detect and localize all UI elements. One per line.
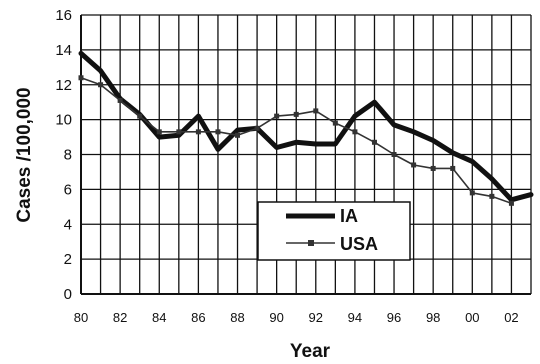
x-tick-label: 92 [309, 310, 323, 325]
x-tick-label: 80 [74, 310, 88, 325]
y-axis-title: Cases /100,000 [14, 87, 35, 222]
y-tick-labels: 0 2 4 6 8 10 12 14 16 [55, 7, 72, 303]
data-point-usa [176, 129, 182, 135]
data-point-usa [489, 193, 495, 199]
data-point-usa [450, 165, 456, 171]
y-tick-label: 12 [55, 77, 72, 94]
y-tick-label: 8 [64, 147, 72, 164]
data-point-usa [332, 120, 338, 126]
data-point-usa [352, 129, 358, 135]
data-point-usa [98, 82, 104, 88]
data-point-usa [508, 200, 514, 206]
data-point-usa [235, 132, 241, 138]
data-point-usa [293, 111, 299, 117]
legend-label-ia: IA [340, 206, 358, 226]
x-tick-label: 82 [113, 310, 127, 325]
y-tick-label: 4 [64, 216, 72, 233]
y-tick-label: 2 [64, 251, 72, 268]
y-tick-label: 6 [64, 181, 72, 198]
x-tick-label: 02 [504, 310, 518, 325]
x-tick-label: 94 [348, 310, 362, 325]
legend-label-usa: USA [340, 234, 378, 254]
data-point-usa [391, 152, 397, 157]
x-tick-label: 90 [269, 310, 283, 325]
data-point-usa [195, 129, 201, 135]
x-tick-label: 98 [426, 310, 440, 325]
x-tick-label: 88 [230, 310, 244, 325]
y-tick-label: 10 [55, 112, 72, 129]
data-point-usa [430, 165, 436, 171]
data-point-usa [371, 139, 377, 145]
data-point-usa [117, 97, 123, 103]
x-tick-label: 84 [152, 310, 166, 325]
data-point-usa [411, 162, 417, 168]
y-tick-label: 16 [55, 7, 72, 24]
legend-marker-usa [308, 240, 314, 246]
data-point-usa [254, 125, 260, 131]
data-point-usa [78, 75, 84, 81]
data-point-usa [469, 190, 475, 196]
x-tick-label: 96 [387, 310, 401, 325]
x-axis-title: Year [290, 341, 331, 362]
legend-box [257, 201, 411, 261]
y-tick-label: 0 [64, 286, 72, 303]
data-point-usa [274, 113, 280, 119]
x-tick-label: 00 [465, 310, 479, 325]
x-tick-label: 86 [191, 310, 205, 325]
x-tick-labels: 80 82 84 86 88 90 92 94 96 98 00 02 [74, 310, 519, 325]
series-lines [78, 50, 534, 206]
legend: IA USA [257, 201, 411, 261]
data-point-usa [156, 129, 162, 135]
data-point-usa [215, 129, 221, 135]
data-point-usa [313, 108, 319, 114]
series-line-ia [78, 50, 534, 203]
data-point-usa [137, 113, 143, 119]
y-tick-label: 14 [55, 42, 72, 59]
